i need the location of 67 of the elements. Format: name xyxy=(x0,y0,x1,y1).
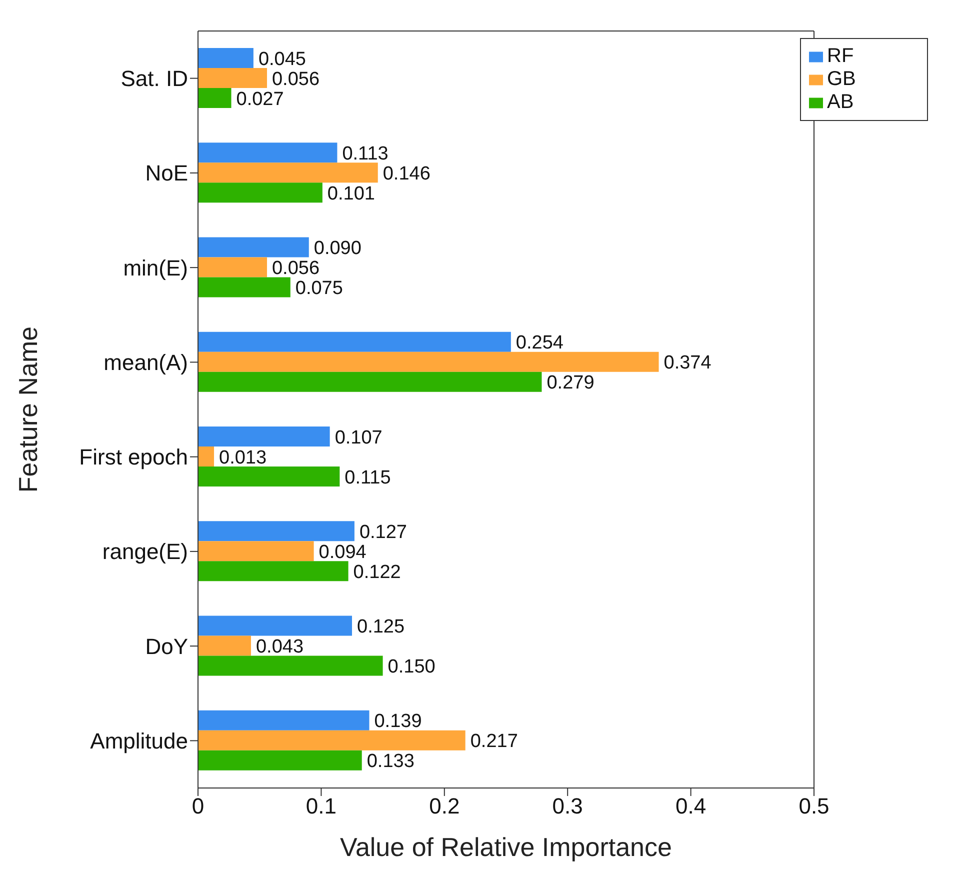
y-tick-label: min(E) xyxy=(123,255,188,280)
bar xyxy=(198,372,542,392)
bar xyxy=(198,332,511,352)
data-label: 0.101 xyxy=(327,183,375,204)
data-label: 0.374 xyxy=(664,352,712,374)
data-label: 0.013 xyxy=(219,447,267,468)
bar xyxy=(198,636,251,656)
bar xyxy=(198,88,232,108)
bar xyxy=(198,730,466,750)
bar xyxy=(198,616,352,636)
legend-label: RF xyxy=(827,45,854,67)
data-label: 0.217 xyxy=(470,731,518,752)
x-tick-label: 0.3 xyxy=(552,794,583,819)
x-tick-label: 0.1 xyxy=(306,794,336,819)
bar xyxy=(198,257,267,278)
data-label: 0.107 xyxy=(334,427,382,448)
y-tick-label: Sat. ID xyxy=(120,66,188,92)
bar xyxy=(198,352,659,372)
data-label: 0.115 xyxy=(344,467,391,488)
legend-label: AB xyxy=(827,91,854,113)
y-tick-label: mean(A) xyxy=(104,350,188,375)
x-tick-label: 0.2 xyxy=(429,794,460,819)
x-tick-label: 0 xyxy=(192,794,204,819)
bar xyxy=(198,182,322,203)
data-label: 0.125 xyxy=(357,616,405,638)
bar xyxy=(198,466,340,487)
data-label: 0.254 xyxy=(516,332,564,354)
data-label: 0.043 xyxy=(256,636,304,658)
bar xyxy=(198,48,254,68)
x-axis-title: Value of Relative Importance xyxy=(340,832,672,862)
data-label: 0.045 xyxy=(258,48,306,70)
bar xyxy=(198,142,338,163)
data-label: 0.027 xyxy=(236,88,284,110)
data-label: 0.127 xyxy=(359,522,408,543)
data-label: 0.113 xyxy=(342,143,388,164)
data-label: 0.090 xyxy=(314,238,362,260)
data-label: 0.146 xyxy=(382,163,430,184)
x-tick-label: 0.5 xyxy=(798,794,830,819)
data-label: 0.133 xyxy=(366,751,414,772)
data-label: 0.150 xyxy=(388,656,436,678)
legend-label: GB xyxy=(827,68,856,90)
data-label: 0.056 xyxy=(272,258,320,280)
bar xyxy=(198,426,330,447)
bar xyxy=(198,277,290,298)
y-axis-title: Feature Name xyxy=(13,326,44,493)
y-tick-label: First epoch xyxy=(79,444,188,470)
y-tick-label: NoE xyxy=(145,160,188,186)
data-label: 0.122 xyxy=(353,562,401,583)
y-tick-label: range(E) xyxy=(102,539,188,564)
data-label: 0.056 xyxy=(272,68,320,90)
bar xyxy=(198,521,354,542)
data-label: 0.094 xyxy=(318,542,367,563)
bar xyxy=(198,446,214,467)
bar xyxy=(198,710,370,730)
bar xyxy=(198,541,314,562)
y-tick-label: DoY xyxy=(145,634,188,659)
bar xyxy=(198,656,383,676)
bar xyxy=(198,68,267,88)
bar xyxy=(198,750,362,770)
bar xyxy=(198,162,378,183)
data-label: 0.139 xyxy=(374,711,422,732)
x-tick-label: 0.4 xyxy=(676,794,706,819)
bar xyxy=(198,237,309,258)
data-label: 0.075 xyxy=(295,278,343,300)
y-tick-label: Amplitude xyxy=(90,728,188,754)
bar xyxy=(198,561,348,582)
data-label: 0.279 xyxy=(546,372,594,394)
